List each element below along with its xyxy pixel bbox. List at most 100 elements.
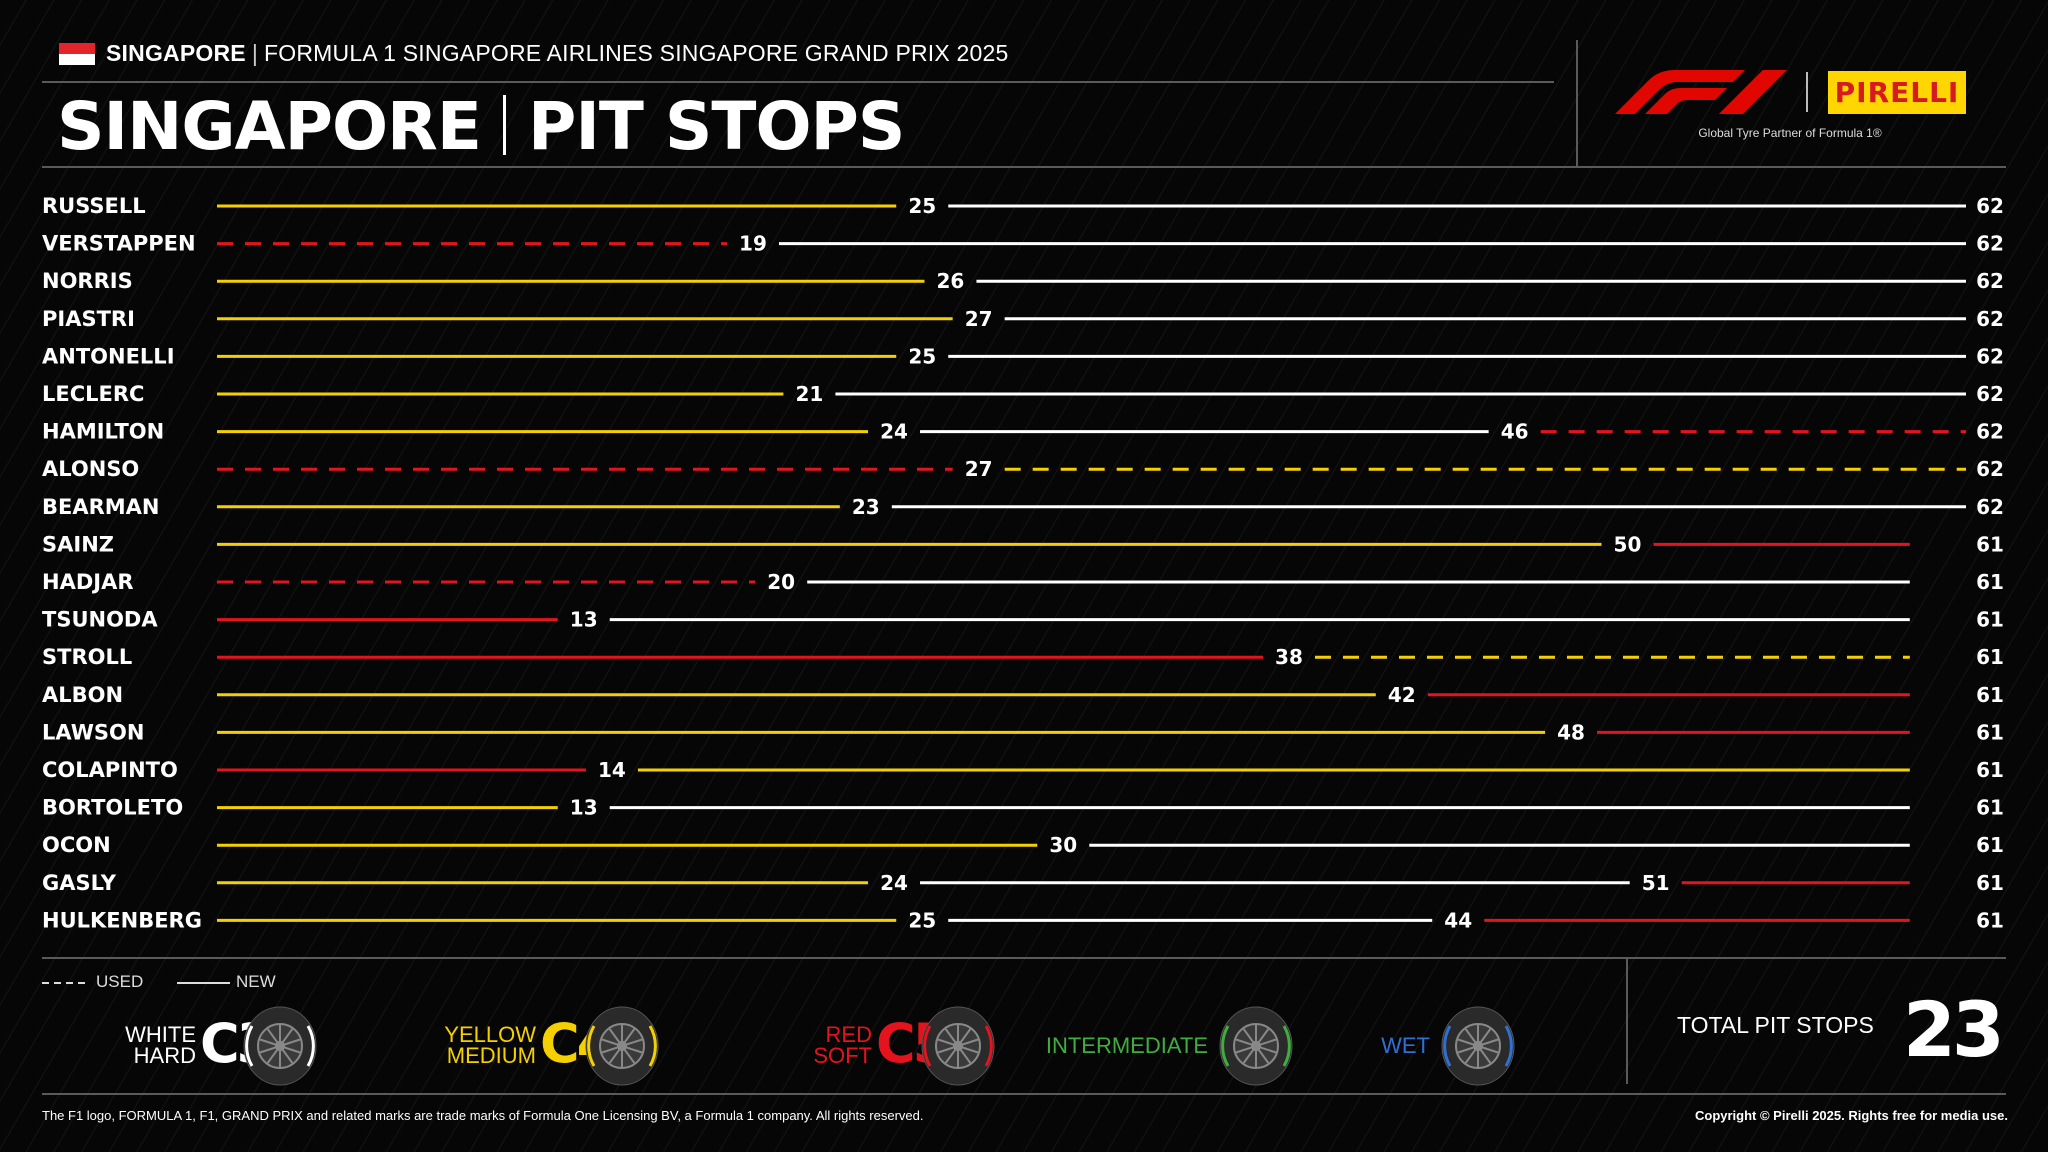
pit-lap-label: 26 xyxy=(937,269,965,293)
finish-lap-label: 62 xyxy=(1976,457,2004,481)
title-right: PIT STOPS xyxy=(527,88,905,165)
driver-row: OCON 30 61 xyxy=(42,833,2004,857)
driver-row: COLAPINTO 14 61 xyxy=(42,758,2004,782)
finish-lap-label: 62 xyxy=(1976,194,2004,218)
finish-lap-label: 61 xyxy=(1976,608,2004,632)
pit-lap-label: 13 xyxy=(570,796,598,820)
finish-lap-label: 61 xyxy=(1976,532,2004,556)
driver-name: ALONSO xyxy=(42,457,139,481)
driver-row: HAMILTON 24 46 62 xyxy=(42,420,2004,444)
driver-name: STROLL xyxy=(42,645,132,669)
total-pit-stops-value: 23 xyxy=(1903,985,2005,1074)
driver-row: HADJAR 20 61 xyxy=(42,570,2004,594)
driver-row: HULKENBERG 25 44 61 xyxy=(42,908,2004,932)
driver-row: ANTONELLI 25 62 xyxy=(42,344,2004,368)
driver-name: PIASTRI xyxy=(42,307,135,331)
finish-lap-label: 62 xyxy=(1976,269,2004,293)
finish-lap-label: 62 xyxy=(1976,232,2004,256)
tyre-label: YELLOW MEDIUM xyxy=(444,1022,536,1068)
legend-used: USED xyxy=(96,972,144,991)
pit-lap-label: 48 xyxy=(1557,720,1585,744)
driver-name: HULKENBERG xyxy=(42,908,202,932)
pit-lap-label: 25 xyxy=(908,908,936,932)
driver-row: ALONSO 27 62 xyxy=(42,457,2004,481)
finish-lap-label: 62 xyxy=(1976,420,2004,444)
footer-trademark: The F1 logo, FORMULA 1, F1, GRAND PRIX a… xyxy=(42,1108,924,1123)
driver-row: BEARMAN 23 62 xyxy=(42,495,2004,519)
tyre-label: INTERMEDIATE xyxy=(1045,1033,1208,1058)
pit-lap-label: 20 xyxy=(767,570,795,594)
finish-lap-label: 61 xyxy=(1976,645,2004,669)
driver-row: SAINZ 50 61 xyxy=(42,532,2004,556)
driver-row: NORRIS 26 62 xyxy=(42,269,2004,293)
driver-name: NORRIS xyxy=(42,269,133,293)
divider xyxy=(42,1093,2006,1095)
driver-row: STROLL 38 61 xyxy=(42,645,2004,669)
pirelli-logo: PIRELLI xyxy=(1828,71,1966,114)
driver-row: ALBON 42 61 xyxy=(42,683,2004,707)
pit-lap-label: 30 xyxy=(1049,833,1077,857)
page-title: SINGAPORE PIT STOPS xyxy=(57,88,905,165)
driver-name: COLAPINTO xyxy=(42,758,178,782)
pit-lap-label: 25 xyxy=(908,194,936,218)
driver-name: BEARMAN xyxy=(42,495,160,519)
driver-row: BORTOLETO 13 61 xyxy=(42,796,2004,820)
pit-lap-label: 14 xyxy=(598,758,626,782)
event-header: SINGAPORE | FORMULA 1 SINGAPORE AIRLINES S… xyxy=(106,40,1009,66)
tyre-label: WET xyxy=(1381,1033,1430,1058)
tyre-label: RED SOFT xyxy=(813,1022,872,1068)
event-name: FORMULA 1 SINGAPORE AIRLINES SINGAPORE G… xyxy=(264,40,1009,66)
driver-row: LECLERC 21 62 xyxy=(42,382,2004,406)
driver-name: ALBON xyxy=(42,683,123,707)
pit-lap-label: 38 xyxy=(1275,645,1303,669)
total-pit-stops-label: TOTAL PIT STOPS xyxy=(1677,1012,1874,1038)
finish-lap-label: 61 xyxy=(1976,570,2004,594)
driver-name: VERSTAPPEN xyxy=(42,232,196,256)
pit-lap-label: 25 xyxy=(908,344,936,368)
finish-lap-label: 61 xyxy=(1976,758,2004,782)
finish-lap-label: 62 xyxy=(1976,344,2004,368)
divider xyxy=(1626,958,1628,1084)
finish-lap-label: 61 xyxy=(1976,908,2004,932)
pit-lap-label: 50 xyxy=(1614,532,1642,556)
tagline: Global Tyre Partner of Formula 1® xyxy=(1698,126,1882,140)
title-left: SINGAPORE xyxy=(57,88,482,165)
driver-name: OCON xyxy=(42,833,111,857)
driver-name: HAMILTON xyxy=(42,420,164,444)
driver-name: SAINZ xyxy=(42,532,114,556)
divider xyxy=(42,957,2006,959)
legend-new: NEW xyxy=(236,972,276,991)
divider xyxy=(42,166,2006,168)
pit-lap-label: 44 xyxy=(1444,908,1472,932)
pit-lap-label: 27 xyxy=(965,307,993,331)
divider xyxy=(1576,40,1578,166)
pit-lap-label: 13 xyxy=(570,608,598,632)
pit-lap-label: 42 xyxy=(1388,683,1416,707)
driver-row: GASLY 24 51 61 xyxy=(42,871,2004,895)
driver-name: ANTONELLI xyxy=(42,344,175,368)
finish-lap-label: 62 xyxy=(1976,495,2004,519)
singapore-flag-icon xyxy=(59,43,95,65)
pit-lap-label: 21 xyxy=(795,382,823,406)
finish-lap-label: 62 xyxy=(1976,382,2004,406)
tyre-icon xyxy=(243,1006,317,1086)
driver-row: PIASTRI 27 62 xyxy=(42,307,2004,331)
driver-row: TSUNODA 13 61 xyxy=(42,608,2004,632)
f1-logo xyxy=(1615,70,1787,114)
driver-name: LECLERC xyxy=(42,382,144,406)
finish-lap-label: 61 xyxy=(1976,720,2004,744)
driver-row: RUSSELL 25 62 xyxy=(42,194,2004,218)
driver-name: TSUNODA xyxy=(42,608,158,632)
driver-name: BORTOLETO xyxy=(42,796,183,820)
tyre-label: WHITE HARD xyxy=(125,1022,196,1068)
tyre-icon xyxy=(1219,1006,1293,1086)
tyre-icon xyxy=(585,1006,659,1086)
finish-lap-label: 61 xyxy=(1976,683,2004,707)
pit-lap-label: 24 xyxy=(880,420,908,444)
tyre-icon xyxy=(1441,1006,1515,1086)
driver-row: LAWSON 48 61 xyxy=(42,720,2004,744)
driver-name: HADJAR xyxy=(42,570,134,594)
driver-row: VERSTAPPEN 19 62 xyxy=(42,232,2004,256)
driver-name: LAWSON xyxy=(42,720,144,744)
